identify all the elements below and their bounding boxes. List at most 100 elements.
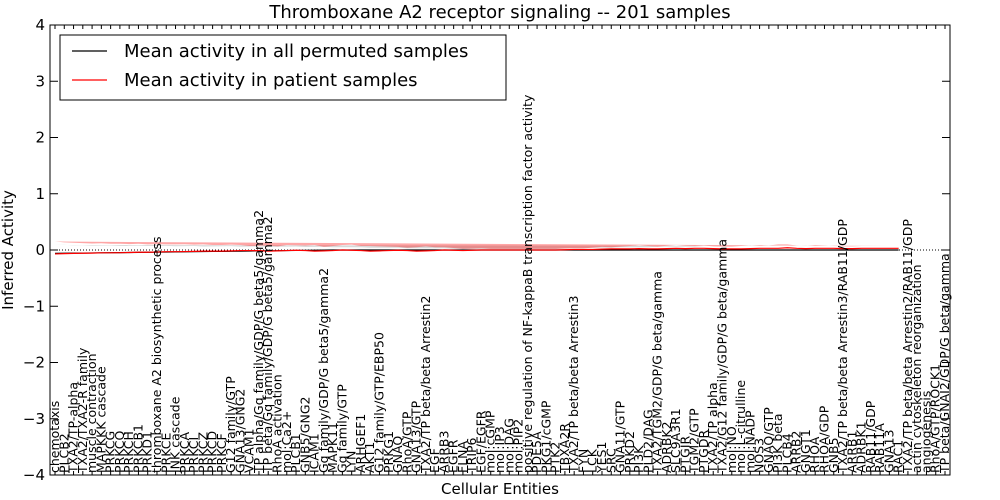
legend: Mean activity in all permuted samples Me… xyxy=(59,34,507,101)
entity-label: TBXA2R xyxy=(557,423,572,474)
entity-label: mol:IP3 xyxy=(492,426,507,473)
entity-label: G12 family/GTP xyxy=(223,376,238,473)
entity-label: mol:NO xyxy=(724,426,739,473)
x-axis-label: Cellular Entities xyxy=(441,480,559,498)
y-tick-label: −2 xyxy=(23,354,45,372)
entity-label: ADRBK1 xyxy=(854,421,869,473)
entity-label: YES1 xyxy=(594,442,609,474)
entity-label: PRKCZ xyxy=(195,432,210,473)
y-tick-label: 2 xyxy=(35,129,45,147)
entity-label: PKG1/cGMP xyxy=(538,400,553,473)
entity-label: PLCB1 xyxy=(288,433,303,473)
entity-label: PTGDR xyxy=(696,430,711,473)
entity-label: RhoA activation xyxy=(270,374,285,473)
entity-label: GNA13/GTP xyxy=(409,400,424,473)
entity-label: RHOA/GDP xyxy=(816,405,831,473)
entity-label: TXA2/TP beta/beta Arrestin3 xyxy=(566,296,581,474)
entity-label: TGM2/GTP xyxy=(687,408,702,474)
y-tick-label: 0 xyxy=(35,241,45,259)
entity-label: PLCB2 xyxy=(56,433,71,473)
entity-label: positive regulation of NF-kappaB transcr… xyxy=(520,94,535,473)
entity-label: VCAM1 xyxy=(242,428,257,473)
entity-label: Gq family/GTP xyxy=(334,384,349,473)
y-tick-label: 1 xyxy=(35,185,45,203)
entity-label: TXA2/TXA2-R family xyxy=(75,347,90,474)
entity-label: TRIP6 xyxy=(464,437,479,474)
entity-label: TP beta/Gq family/GDP/G beta5/gamma2 xyxy=(260,216,275,474)
entity-label: GNA11/GTP xyxy=(613,400,628,473)
entity-label: MAPK11 xyxy=(325,422,340,473)
legend-label-patient: Mean activity in patient samples xyxy=(124,70,418,91)
entity-label: PRKCB1 xyxy=(130,424,145,473)
entity-label: mol:L-citrulline xyxy=(733,380,748,473)
entity-label: PRKG1 xyxy=(381,431,396,473)
entity-label: ARRB2 xyxy=(789,431,804,473)
y-tick-label: −1 xyxy=(23,297,45,315)
entity-label: TXA2/TP-alpha xyxy=(66,382,81,474)
plot-frame xyxy=(49,24,951,476)
entity-label: PRKCD xyxy=(205,431,220,473)
entity-label: FYN xyxy=(575,449,590,473)
entity-label: PRKCE xyxy=(158,433,173,473)
entity-label: mol:NADP xyxy=(742,410,757,473)
entity-label: mol:cGMP xyxy=(483,410,498,473)
entity-label: mol:DAG xyxy=(501,418,516,473)
entity-label: GNA13/GNG2 xyxy=(232,389,247,473)
entity-label: EGF/EGFR xyxy=(473,410,488,473)
entity-label: TXA2/TP beta/beta Arrestin2/RAB11/GDP xyxy=(900,219,915,474)
entity-label: GNAQ xyxy=(390,436,405,473)
entity-label: Gq family/GDP/G beta5/gamma2 xyxy=(316,268,331,473)
entity-label: TP alpha/Gq family/GDP/G beta5/gamma2 xyxy=(251,210,266,474)
y-tick-label: −4 xyxy=(23,466,45,484)
entity-label: mol:PIP2 xyxy=(511,419,526,473)
entity-label: JNK cascade xyxy=(168,396,183,474)
legend-label-permuted: Mean activity in all permuted samples xyxy=(124,41,468,62)
entity-label: RAB11A xyxy=(872,423,887,473)
entity-label: PRKCI xyxy=(186,437,201,473)
entity-label: RAB11/GDP xyxy=(863,400,878,473)
entity-label: EGF xyxy=(427,448,442,473)
entity-label: GNGT1 xyxy=(798,429,813,473)
entity-label: SLC9A3R1 xyxy=(668,408,683,473)
entity-label: RhoA/GTP xyxy=(399,411,414,473)
entity-label: RHOA xyxy=(807,436,822,473)
entity-label: ARRB1 xyxy=(844,431,859,473)
entity-label: PLCB4 xyxy=(779,433,794,473)
entity-label: GNAQ/GTP xyxy=(761,407,776,473)
entity-label: PRKCQ xyxy=(112,431,127,473)
entity-label: actin cytoskeleton reorganization xyxy=(909,264,924,473)
entity-label: MAPKKK cascade xyxy=(93,366,108,473)
entity-label: RAC1 xyxy=(891,440,906,473)
entity-label: ICAM1 xyxy=(307,433,322,473)
entity-label: NOS3 xyxy=(752,438,767,473)
y-tick-label: 4 xyxy=(35,16,45,34)
entity-label: FLNA xyxy=(455,440,470,473)
entity-label: GNB5 xyxy=(826,437,841,473)
series-lines xyxy=(54,247,899,255)
entity-label: TXA2/TGM2/GDP/G beta/gamma xyxy=(650,271,665,474)
entity-label: TXA2/G12 family/GDP/G beta/gamma xyxy=(715,239,730,474)
entity-label: LCK xyxy=(585,448,600,473)
entity-label: LYN xyxy=(344,451,359,473)
band-permuted xyxy=(55,244,899,249)
y-axis-label: Inferred Activity xyxy=(0,190,17,310)
entity-label: GNA13 xyxy=(881,430,896,474)
entity-label: thromboxane A2 biosynthetic process xyxy=(149,237,164,474)
y-tick-label: 3 xyxy=(35,72,45,90)
entity-label: G12 family/GTP/EBP50 xyxy=(371,332,386,473)
series-line-patient xyxy=(54,247,899,255)
entity-label: ARHGEF1 xyxy=(353,414,368,473)
confidence-bands xyxy=(55,241,899,249)
entity-label: TXA2/TP beta/beta Arrestin3/RAB11/GDP xyxy=(835,219,850,474)
entity-label: TXA2/TP beta/beta Arrestin2 xyxy=(418,296,433,474)
entity-label: mol:Ca2+ xyxy=(279,411,294,473)
entity-label: PRKCA xyxy=(177,432,192,473)
entity-label: ADRBK2 xyxy=(659,421,674,473)
entity-label: PRKD1 xyxy=(140,431,155,473)
entity-label: muscle contraction xyxy=(84,353,99,473)
entity-label: EGFR xyxy=(446,439,461,473)
entity-label: PRKCG xyxy=(103,431,118,473)
entity-label: PTK2 xyxy=(548,442,563,473)
entity-label: RhoA/GTP/ROCK1 xyxy=(928,364,943,473)
entity-label: ARRB3 xyxy=(436,431,451,473)
